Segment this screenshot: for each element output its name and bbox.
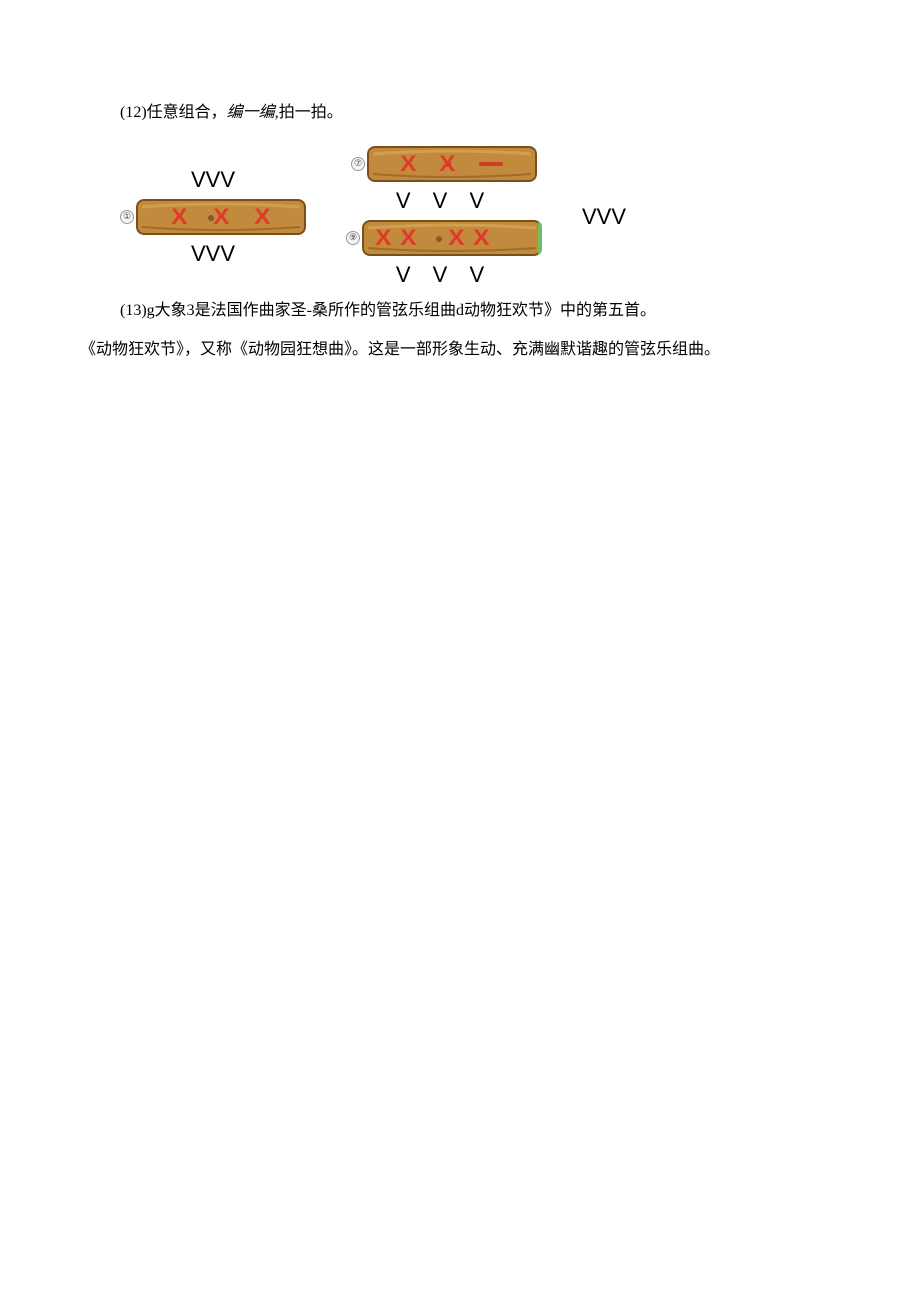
x-mark-icon: X [439,151,455,177]
x-mark-icon: X [400,151,416,177]
wood-log-bot-mid: X X X X [362,220,542,256]
wood-log-top-mid: X X [367,146,537,182]
x-mark-icon: X [449,225,465,251]
diagram-col-right: VVV [582,204,626,230]
x-mark-icon: X [254,204,270,230]
dash-mark-icon [479,162,503,166]
vvv-label: VVV [191,167,235,193]
item-12-italic: 编一编, [227,104,279,121]
log-row-left: ① X X X [120,199,306,235]
item-12: (12)任意组合，编一编,拍一拍。 [80,100,840,126]
diagram-col-middle: ⑦ X X V V V ⑨ [346,146,542,288]
item-12-suffix: 拍一拍。 [279,104,343,121]
x-mark-icon: X [172,204,188,230]
vvv-label-spaced: V V V [396,188,492,214]
x-mark-icon: X [375,225,391,251]
vvv-label: VVV [191,241,235,267]
x-mark-icon: X [400,225,416,251]
log-row-bot-mid: ⑨ X X X X [346,220,542,256]
log-row-top-mid: ⑦ X X [351,146,537,182]
wood-log-left: X X X [136,199,306,235]
rhythm-diagram: VVV ① X X X VVV ⑦ [120,146,840,288]
vvv-label: VVV [582,204,626,230]
vvv-label-spaced: V V V [396,262,492,288]
log-marks-top-mid: X X [367,146,537,182]
log-marks-bot-mid: X X X X [362,220,542,256]
diagram-col-left: VVV ① X X X VVV [120,167,306,267]
x-mark-icon: X [213,204,229,230]
circle-number-icon: ① [120,210,134,224]
item-13: (13)g大象3是法国作曲家圣-桑所作的管弦乐组曲d动物狂欢节》中的第五首。 [80,298,840,324]
item-12-prefix: (12)任意组合， [120,104,227,121]
circle-number-icon: ⑦ [351,157,365,171]
paragraph-14: 《动物狂欢节》，又称《动物园狂想曲》。这是一部形象生动、充满幽默谐趣的管弦乐组曲… [80,337,840,363]
x-mark-icon: X [473,225,489,251]
circle-number-icon: ⑨ [346,231,360,245]
log-marks-left: X X X [136,199,306,235]
